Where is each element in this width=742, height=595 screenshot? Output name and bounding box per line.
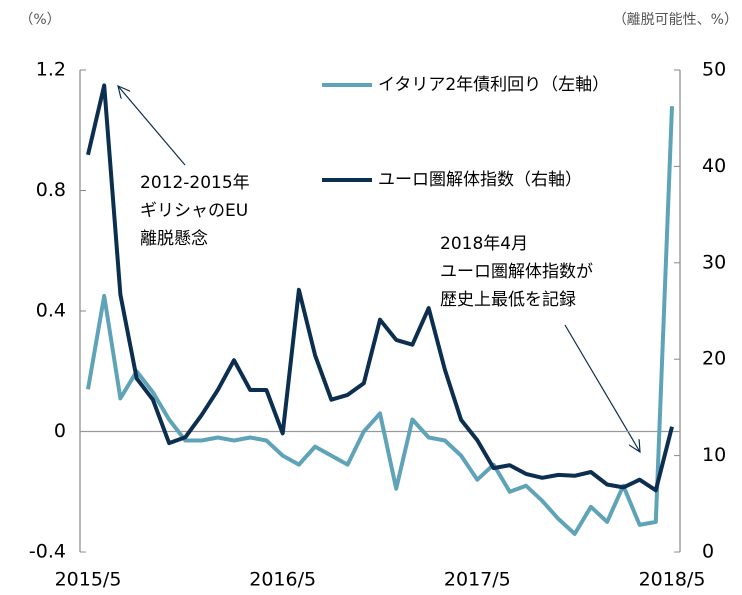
annotation: 2012-2015年 <box>140 173 250 193</box>
series-line <box>86 106 674 536</box>
annotation: 2018年4月 <box>440 234 528 254</box>
y2-tick-label: 10 <box>702 444 726 466</box>
y2-tick-label: 30 <box>702 251 726 273</box>
y2-tick-label: 20 <box>702 348 726 370</box>
y-tick-label: 0 <box>54 420 66 442</box>
y2-tick-label: 40 <box>702 155 726 177</box>
annotation-arrow <box>564 324 640 452</box>
y-tick-label: -0.4 <box>29 541 66 563</box>
y-tick-label: 0.8 <box>36 179 66 201</box>
annotation: ギリシャのEU <box>140 201 248 221</box>
annotation-arrow <box>118 86 186 166</box>
annotation: 離脱懸念 <box>140 228 208 249</box>
y2-tick-label: 0 <box>702 541 714 563</box>
x-tick-label: 2016/5 <box>249 569 316 591</box>
y-tick-label: 0.4 <box>36 300 66 322</box>
annotation: 歴史上最低を記録 <box>440 290 576 310</box>
x-tick-label: 2018/5 <box>639 569 706 591</box>
series-line <box>86 83 674 493</box>
y2-tick-label: 50 <box>702 59 726 81</box>
x-tick-label: 2017/5 <box>444 569 511 591</box>
y-axis-label: （%） <box>19 12 60 28</box>
annotation: ユーロ圏解体指数が <box>440 262 593 282</box>
legend-label: イタリア2年債利回り（左軸） <box>378 75 609 95</box>
x-tick-label: 2015/5 <box>55 569 122 591</box>
legend-label: ユーロ圏解体指数（右軸） <box>378 170 582 190</box>
y2-axis-label: （離脱可能性、%） <box>613 11 738 28</box>
y-tick-label: 1.2 <box>36 59 66 81</box>
